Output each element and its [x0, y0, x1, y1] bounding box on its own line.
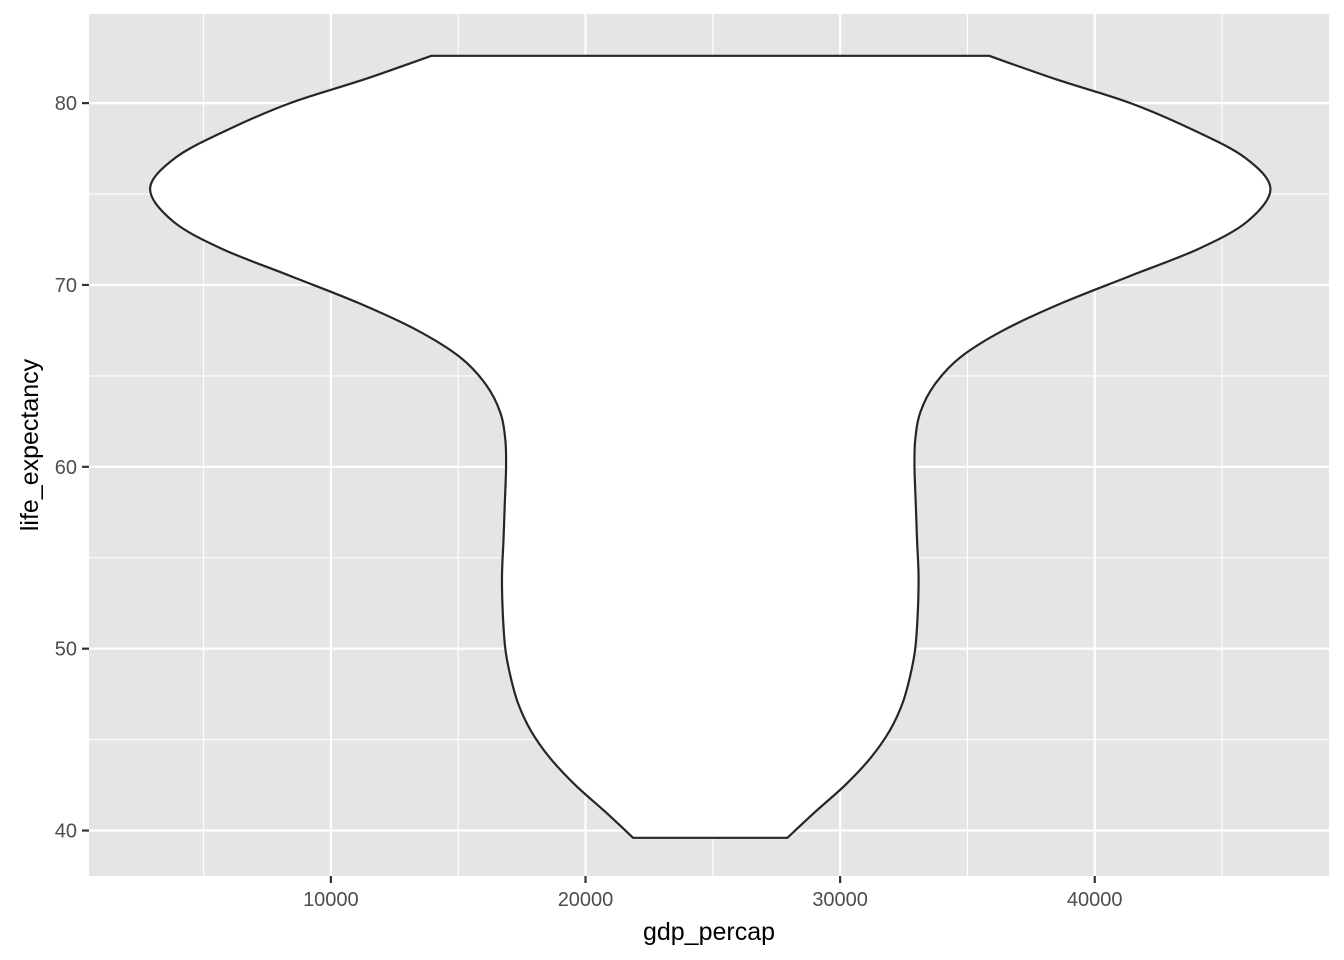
violin-shape	[149, 54, 1272, 839]
y-axis: 40 50 60 70 80	[55, 93, 89, 843]
y-tick-label: 50	[55, 639, 77, 661]
x-axis-title: gdp_percap	[643, 918, 775, 946]
y-tick-label: 80	[55, 93, 77, 115]
violin-layer	[149, 54, 1272, 839]
x-tick-label: 40000	[1067, 889, 1123, 911]
x-tick-label: 10000	[303, 889, 359, 911]
y-tick-label: 60	[55, 457, 77, 479]
x-axis: 10000 20000 30000 40000	[303, 876, 1123, 911]
x-tick-label: 20000	[558, 889, 614, 911]
x-tick-label: 30000	[812, 889, 868, 911]
y-tick-label: 70	[55, 275, 77, 297]
y-axis-title: life_expectancy	[16, 358, 44, 531]
y-tick-label: 40	[55, 821, 77, 843]
